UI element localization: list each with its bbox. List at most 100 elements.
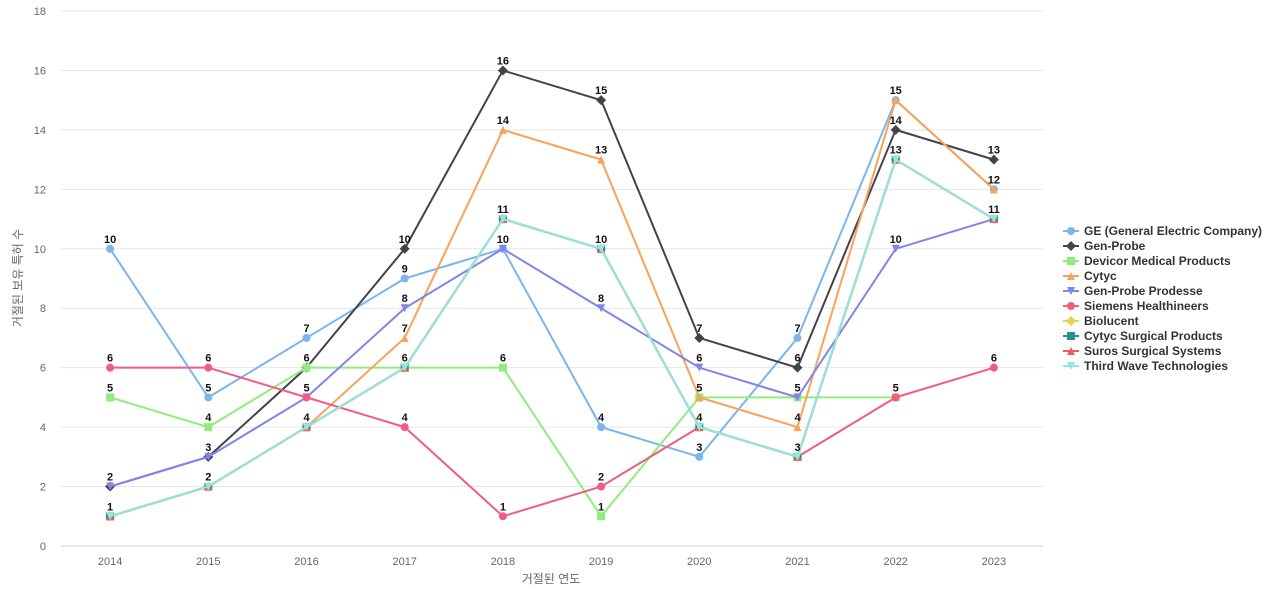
data-label: 6 [303,353,309,365]
x-axis-ticks: 2014 2015 2016 2017 2018 2019 2020 2021 2022 2023 [98,556,1006,568]
y-tick-label: 18 [34,6,46,18]
data-point [400,333,409,342]
data-label: 7 [402,323,408,335]
data-label: 13 [595,145,607,157]
x-tick-label: 2018 [491,556,515,568]
data-label: 5 [205,382,211,394]
data-point [793,393,802,402]
data-label: 3 [696,442,702,454]
series-line [109,69,995,488]
data-label: 5 [893,382,899,394]
data-point [106,363,115,372]
legend-label: Gen-Probe [1084,239,1146,253]
data-label: 4 [598,412,605,424]
y-tick-label: 0 [40,541,46,553]
data-point [890,124,901,135]
data-point [400,304,409,313]
data-point [106,512,115,521]
y-axis-title: 거절된 보유 특허 수 [11,229,25,327]
data-label: 2 [205,472,211,484]
legend-symbol [1067,287,1075,295]
legend-label: Biolucent [1084,314,1139,328]
legend-label: Siemens Healthineers [1084,299,1209,313]
legend-item[interactable]: Suros Surgical Systems [1063,344,1222,358]
legend-item[interactable]: GE (General Electric Company) [1063,224,1262,238]
data-point [792,362,803,373]
legend[interactable]: GE (General Electric Company)Gen-ProbeDe… [1063,224,1262,373]
data-label: 4 [794,412,801,424]
data-label: 4 [696,412,703,424]
x-tick-label: 2019 [589,556,613,568]
legend-item[interactable]: Third Wave Technologies [1063,359,1228,373]
legend-symbol [1067,347,1075,355]
y-tick-label: 16 [34,65,46,77]
data-label: 4 [205,412,212,424]
data-label: 7 [696,323,702,335]
data-label: 10 [497,234,509,246]
x-tick-label: 2016 [294,556,318,568]
y-tick-label: 10 [34,244,46,256]
data-point [695,393,704,402]
y-tick-label: 2 [40,482,46,494]
data-label: 6 [696,353,702,365]
legend-symbol [1066,316,1076,326]
data-label: 11 [497,204,509,216]
legend-item[interactable]: Gen-Probe [1063,239,1146,253]
legend-symbol [1067,257,1075,265]
legend-item[interactable]: Cytyc Surgical Products [1063,329,1223,343]
data-label: 10 [595,234,607,246]
data-point [891,244,900,253]
data-point [498,512,507,521]
data-point [597,155,606,164]
data-point [498,125,507,134]
data-label: 1 [107,501,113,513]
data-label: 6 [107,353,113,365]
data-label: 8 [402,293,408,305]
data-point [498,244,507,253]
data-label: 2 [107,472,113,484]
data-label: 16 [497,55,509,67]
data-label: 6 [500,353,506,365]
legend-item[interactable]: Devicor Medical Products [1063,254,1231,268]
series-line [109,158,995,518]
data-label: 12 [988,174,1000,186]
data-point [497,65,508,76]
legend-item[interactable]: Cytyc [1063,269,1117,283]
data-label: 7 [303,323,309,335]
data-point [498,215,507,224]
series-line [109,366,995,518]
x-tick-label: 2015 [196,556,220,568]
data-point [793,452,802,461]
data-point [793,333,802,342]
data-label: 8 [598,293,604,305]
data-point [988,154,999,165]
data-point [695,452,704,461]
legend-symbol [1067,362,1075,370]
legend-label: Suros Surgical Systems [1084,344,1222,358]
data-label: 6 [991,353,997,365]
data-point [400,274,409,283]
data-label: 14 [890,115,903,127]
legend-label: GE (General Electric Company) [1084,224,1262,238]
legend-item[interactable]: Gen-Probe Prodesse [1063,284,1203,298]
data-label: 5 [696,382,702,394]
data-point [597,244,606,253]
legend-label: Third Wave Technologies [1084,359,1228,373]
series-line [109,218,995,488]
data-point [891,155,900,164]
x-tick-label: 2023 [982,556,1006,568]
series-group [105,65,999,522]
legend-item[interactable]: Siemens Healthineers [1063,299,1209,313]
y-tick-label: 6 [40,363,46,375]
legend-symbol [1067,227,1075,235]
data-label: 1 [598,501,604,513]
data-label: 6 [205,353,211,365]
legend-item[interactable]: Biolucent [1063,314,1139,328]
data-label: 6 [402,353,408,365]
legend-label: Gen-Probe Prodesse [1084,284,1203,298]
data-point [204,363,213,372]
data-point [302,423,311,432]
data-label: 13 [890,145,902,157]
data-point [302,333,311,342]
